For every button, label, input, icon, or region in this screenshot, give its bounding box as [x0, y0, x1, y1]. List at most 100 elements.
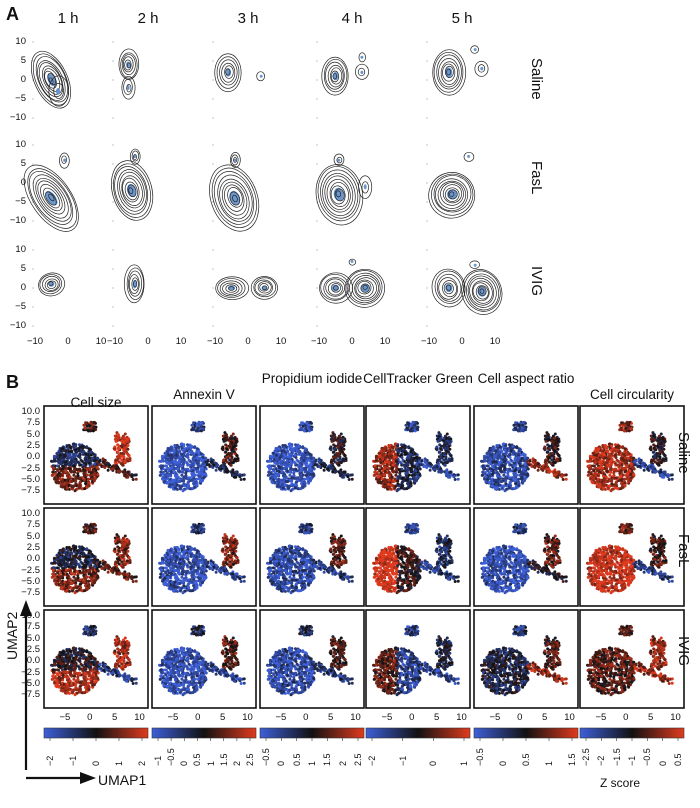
grid-dot — [426, 182, 428, 184]
grid-dot — [316, 117, 318, 119]
grid-dot — [426, 249, 428, 251]
umap-scatter-saline-5 — [473, 405, 579, 505]
panel-b-xtick: −5 — [595, 712, 607, 723]
time-label-2: 2 h — [137, 10, 159, 27]
colorbar-tick: 2 — [137, 760, 147, 766]
umap1-axis-label: UMAP1 — [98, 772, 147, 788]
panel-b-ytick: 0.0 — [26, 655, 40, 667]
panel-a-ytick: −5 — [15, 301, 26, 312]
grid-dot — [32, 144, 34, 146]
umap-scatter-ivig-6 — [579, 609, 685, 709]
panel-b-xtick: 0 — [623, 712, 629, 723]
grid-dot — [112, 268, 114, 270]
grid-dot — [426, 98, 428, 100]
marker-header-3: Propidium iodide — [261, 371, 363, 386]
grid-dot — [212, 325, 214, 327]
colorbar-tick: 1.5 — [218, 753, 229, 766]
grid-dot — [112, 41, 114, 43]
grid-dot — [112, 325, 114, 327]
umap-scatter-ivig-3 — [259, 609, 365, 709]
panel-a-ytick: 0 — [20, 74, 26, 85]
grid-dot — [212, 201, 214, 203]
density-contour-fasl-4h — [315, 153, 373, 226]
grid-dot — [32, 325, 34, 327]
panel-b-ytick: −5.0 — [21, 473, 40, 485]
colorbar-tick: 1 — [307, 760, 317, 766]
grid-dot — [212, 98, 214, 100]
grid-dot — [112, 249, 114, 251]
colorbar-tick: 1 — [114, 760, 124, 766]
umap-row-label-saline: Saline — [675, 432, 692, 474]
panel-b-ytick: 2.5 — [26, 439, 40, 451]
grid-dot — [212, 163, 214, 165]
grid-dot — [112, 60, 114, 62]
panel-a-ytick: 10 — [15, 139, 26, 150]
density-contour-saline-5h — [432, 45, 489, 96]
grid-dot — [316, 268, 318, 270]
panel-b-xtick: 5 — [327, 712, 334, 723]
umap-row-label-ivig: IVIG — [675, 636, 692, 667]
panel-a-ytick: −5 — [15, 196, 26, 207]
grid-dot — [426, 201, 428, 203]
density-contour-ivig-3h — [215, 276, 278, 300]
panel-a-xtick: −10 — [420, 336, 438, 347]
density-contour-ivig-1h — [38, 272, 66, 297]
grid-dot — [112, 163, 114, 165]
grid-dot — [316, 60, 318, 62]
grid-dot — [32, 98, 34, 100]
panel-a-ytick: −10 — [9, 320, 26, 331]
umap-scatter-fasl-2 — [151, 507, 257, 607]
panel-a-ytick: 0 — [20, 282, 26, 293]
panel-a-xtick: 10 — [275, 336, 287, 347]
grid-dot — [32, 249, 34, 251]
umap-scatter-saline-1 — [43, 405, 149, 505]
panel-a-xtick: −10 — [206, 336, 224, 347]
umap-scatter-saline-4 — [365, 405, 471, 505]
panel-b-xtick: 5 — [433, 712, 440, 723]
grid-dot — [112, 98, 114, 100]
panel-b-letter: B — [6, 372, 19, 392]
grid-dot — [316, 41, 318, 43]
panel-a-xtick: 0 — [65, 336, 71, 347]
panel-b-ytick: −2.5 — [21, 564, 40, 576]
grid-dot — [316, 220, 318, 222]
grid-dot — [212, 268, 214, 270]
grid-dot — [212, 144, 214, 146]
grid-dot — [112, 201, 114, 203]
panel-b-xtick: −5 — [59, 712, 71, 723]
umap-scatter-ivig-2 — [151, 609, 257, 709]
umap-scatter-saline-6 — [579, 405, 685, 505]
colorbar-tick: 0.5 — [521, 753, 531, 766]
marker-header-5: Cell aspect ratio — [477, 371, 575, 386]
panel-a-xtick: −10 — [310, 336, 328, 347]
colorbar-tick: 2.5 — [245, 753, 255, 766]
grid-dot — [112, 117, 114, 119]
colorbar-tick: −1 — [153, 755, 163, 766]
grid-dot — [32, 41, 34, 43]
colorbar-3 — [259, 727, 365, 739]
grid-dot — [426, 220, 428, 222]
panel-b-xtick: 5 — [111, 712, 118, 723]
colorbar-tick: −2 — [45, 755, 55, 766]
grid-dot — [316, 163, 318, 165]
panel-b-xtick: −5 — [381, 712, 393, 723]
colorbar-tick: −0.5 — [642, 748, 653, 766]
panel-a-letter: A — [6, 4, 19, 24]
grid-dot — [426, 79, 428, 81]
panel-a-ytick: 0 — [20, 177, 26, 188]
colorbar-tick: −1 — [68, 755, 78, 766]
colorbar-tick: 0 — [657, 760, 668, 766]
panel-a-ytick: 5 — [20, 263, 26, 274]
panel-b-xtick: 0 — [517, 712, 523, 723]
colorbar-5 — [473, 727, 579, 739]
colorbar-tick: 2.5 — [353, 753, 363, 766]
colorbar-tick: 1 — [459, 760, 469, 766]
colorbar-tick: 0 — [179, 760, 190, 766]
umap-scatter-fasl-4 — [365, 507, 471, 607]
panel-b-xtick: 5 — [219, 712, 226, 723]
colorbar-6 — [579, 727, 685, 739]
grid-dot — [426, 117, 428, 119]
panel-b-xtick: 0 — [303, 712, 309, 723]
colorbar-tick: 0 — [428, 760, 439, 766]
colorbar-tick: 0 — [276, 760, 287, 766]
